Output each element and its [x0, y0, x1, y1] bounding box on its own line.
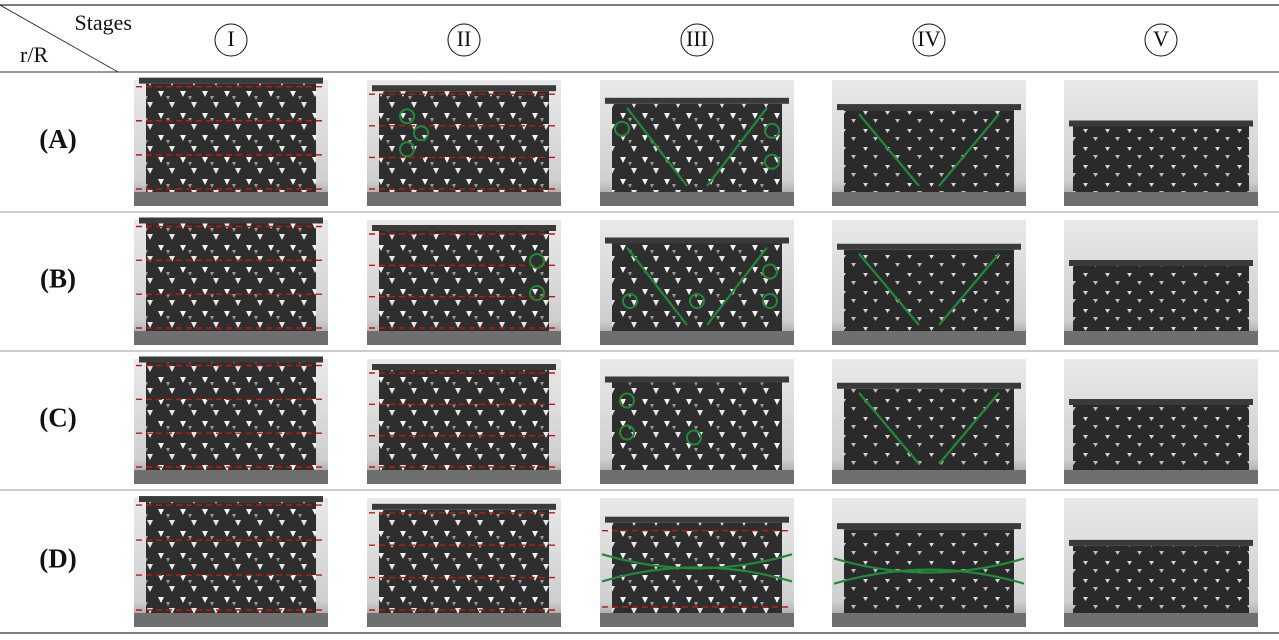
ground: [367, 331, 561, 345]
specimen: [844, 389, 1014, 470]
platen: [605, 98, 789, 104]
ground: [134, 331, 328, 345]
specimen: [612, 244, 782, 332]
ground: [832, 331, 1026, 345]
specimen: [612, 104, 782, 192]
row-label: (D): [39, 544, 76, 574]
stage-label: I: [227, 26, 234, 51]
platen: [605, 517, 789, 523]
ground: [600, 470, 794, 484]
ground: [600, 613, 794, 627]
specimen: [844, 110, 1014, 192]
platen: [1069, 399, 1253, 405]
ground: [832, 613, 1026, 627]
ground: [832, 470, 1026, 484]
ground: [134, 613, 328, 627]
platen: [372, 225, 556, 231]
platen: [139, 218, 323, 224]
row-label: (B): [40, 264, 76, 294]
specimen: [146, 224, 316, 332]
platen: [139, 496, 323, 502]
specimen: [612, 383, 782, 471]
specimen: [379, 91, 549, 192]
corner-top: Stages: [75, 10, 132, 35]
ground: [600, 192, 794, 206]
stage-label: IV: [917, 26, 940, 51]
specimen: [379, 231, 549, 331]
specimen: [146, 363, 316, 471]
ground: [1064, 613, 1258, 627]
specimen: [379, 370, 549, 470]
platen: [605, 238, 789, 244]
specimen: [146, 502, 316, 613]
row-label: (A): [39, 124, 76, 154]
platen: [372, 364, 556, 370]
ground: [1064, 470, 1258, 484]
platen: [372, 85, 556, 91]
platen: [1069, 120, 1253, 126]
corner-bottom: r/R: [20, 42, 48, 67]
ground: [1064, 192, 1258, 206]
specimen: [146, 84, 316, 192]
platen: [1069, 260, 1253, 266]
specimen: [844, 250, 1014, 331]
stage-label: V: [1153, 26, 1169, 51]
platen: [372, 504, 556, 510]
row-label: (C): [39, 403, 76, 433]
platen: [837, 523, 1021, 529]
ground: [367, 613, 561, 627]
specimen: [1073, 266, 1249, 331]
ground: [367, 192, 561, 206]
platen: [837, 244, 1021, 250]
stage-label: III: [686, 26, 708, 51]
platen: [605, 377, 789, 383]
platen: [139, 357, 323, 363]
ground: [1064, 331, 1258, 345]
figure-table: Stages r/R IIIIIIIVV(A)(B)(C)(D): [0, 0, 1279, 635]
ground: [600, 331, 794, 345]
platen: [837, 104, 1021, 110]
ground: [367, 470, 561, 484]
page: {"header": {"corner_top": "Stages", "cor…: [0, 0, 1279, 635]
stage-label: II: [457, 26, 472, 51]
specimen: [1073, 546, 1249, 613]
ground: [832, 192, 1026, 206]
platen: [837, 383, 1021, 389]
ground: [134, 470, 328, 484]
specimen: [379, 510, 549, 613]
ground: [134, 192, 328, 206]
platen: [1069, 540, 1253, 546]
platen: [139, 78, 323, 84]
specimen: [844, 529, 1014, 613]
specimen: [1073, 405, 1249, 470]
specimen: [1073, 126, 1249, 192]
